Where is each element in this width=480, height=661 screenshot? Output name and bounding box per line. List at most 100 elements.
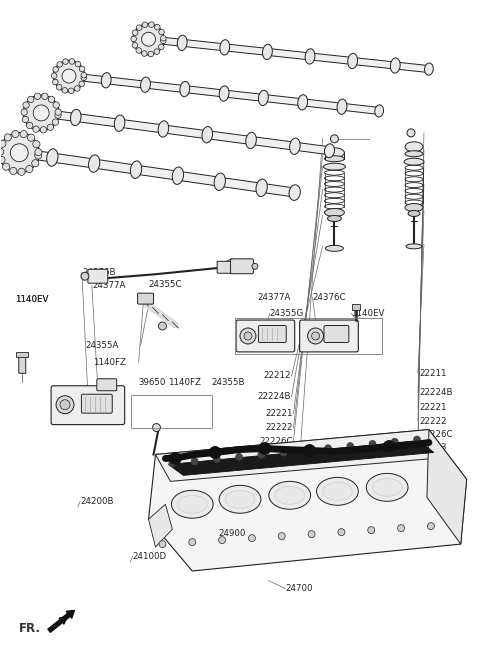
- Circle shape: [169, 453, 181, 465]
- Circle shape: [407, 129, 415, 137]
- Circle shape: [160, 38, 166, 44]
- Bar: [352, 304, 360, 310]
- Ellipse shape: [258, 91, 268, 106]
- Circle shape: [4, 134, 12, 141]
- Circle shape: [56, 396, 74, 414]
- Text: 24376B: 24376B: [82, 268, 115, 277]
- Bar: [148, 36, 429, 73]
- Text: 24100D: 24100D: [132, 552, 167, 561]
- Ellipse shape: [348, 54, 358, 69]
- Ellipse shape: [269, 481, 311, 509]
- Circle shape: [391, 438, 398, 446]
- Ellipse shape: [178, 495, 207, 513]
- Circle shape: [330, 135, 338, 143]
- Text: 24377A: 24377A: [92, 281, 125, 290]
- Ellipse shape: [323, 483, 352, 500]
- Ellipse shape: [405, 204, 423, 212]
- Circle shape: [26, 122, 33, 129]
- Circle shape: [69, 88, 74, 94]
- Ellipse shape: [172, 167, 183, 184]
- Text: 1140EV: 1140EV: [15, 295, 48, 304]
- Ellipse shape: [141, 77, 150, 93]
- Ellipse shape: [214, 173, 226, 190]
- Circle shape: [142, 51, 147, 56]
- Circle shape: [23, 95, 59, 131]
- Circle shape: [62, 87, 68, 93]
- Circle shape: [191, 458, 198, 465]
- Text: 24200B: 24200B: [80, 497, 114, 506]
- Circle shape: [52, 119, 59, 125]
- Circle shape: [34, 93, 41, 100]
- Circle shape: [131, 36, 136, 42]
- Circle shape: [158, 322, 167, 330]
- Text: 22223: 22223: [271, 453, 299, 462]
- Ellipse shape: [298, 95, 308, 110]
- Circle shape: [209, 447, 221, 459]
- Ellipse shape: [316, 477, 358, 505]
- Ellipse shape: [101, 73, 111, 88]
- FancyBboxPatch shape: [51, 386, 125, 424]
- Circle shape: [132, 30, 138, 36]
- Circle shape: [0, 133, 39, 173]
- Circle shape: [347, 443, 354, 449]
- Circle shape: [11, 144, 28, 162]
- Polygon shape: [168, 440, 434, 475]
- FancyBboxPatch shape: [88, 269, 108, 283]
- Ellipse shape: [275, 486, 305, 504]
- Ellipse shape: [337, 99, 347, 114]
- Text: 22223: 22223: [419, 443, 446, 452]
- Circle shape: [2, 163, 10, 171]
- Text: 24700: 24700: [285, 584, 313, 593]
- Polygon shape: [156, 430, 445, 481]
- Polygon shape: [148, 430, 467, 571]
- Ellipse shape: [324, 144, 335, 158]
- Ellipse shape: [246, 132, 256, 149]
- Circle shape: [159, 541, 166, 547]
- Circle shape: [0, 156, 5, 163]
- Circle shape: [40, 127, 47, 133]
- Circle shape: [21, 109, 27, 116]
- Ellipse shape: [405, 151, 423, 157]
- Circle shape: [32, 160, 39, 167]
- Ellipse shape: [289, 138, 300, 155]
- Ellipse shape: [47, 149, 58, 166]
- Circle shape: [312, 332, 320, 340]
- Circle shape: [63, 59, 68, 64]
- Ellipse shape: [305, 49, 315, 64]
- Ellipse shape: [114, 115, 125, 132]
- Circle shape: [280, 449, 287, 456]
- Circle shape: [53, 67, 59, 72]
- Text: 39650: 39650: [139, 378, 166, 387]
- Circle shape: [55, 109, 61, 116]
- Text: 22221: 22221: [419, 403, 446, 412]
- Circle shape: [62, 69, 76, 83]
- Ellipse shape: [324, 148, 344, 158]
- Ellipse shape: [327, 215, 341, 221]
- Circle shape: [161, 36, 166, 41]
- Circle shape: [0, 140, 6, 147]
- Text: 1140FZ: 1140FZ: [93, 358, 126, 367]
- Circle shape: [259, 442, 271, 455]
- Circle shape: [35, 152, 42, 159]
- Ellipse shape: [375, 105, 384, 117]
- Ellipse shape: [405, 142, 423, 152]
- Polygon shape: [427, 430, 467, 544]
- Ellipse shape: [131, 161, 142, 178]
- Circle shape: [74, 86, 80, 91]
- Ellipse shape: [158, 121, 168, 137]
- Circle shape: [75, 61, 81, 67]
- Ellipse shape: [406, 244, 422, 249]
- Circle shape: [244, 332, 252, 340]
- Circle shape: [33, 105, 49, 121]
- Circle shape: [79, 66, 85, 72]
- Circle shape: [0, 148, 4, 155]
- Ellipse shape: [256, 179, 267, 196]
- Text: 1140EV: 1140EV: [351, 309, 385, 318]
- Bar: [131, 395, 212, 428]
- Circle shape: [132, 42, 138, 48]
- Circle shape: [397, 525, 405, 531]
- Circle shape: [240, 328, 256, 344]
- Ellipse shape: [225, 490, 255, 508]
- Text: 1140EV: 1140EV: [15, 295, 48, 304]
- Circle shape: [368, 527, 375, 533]
